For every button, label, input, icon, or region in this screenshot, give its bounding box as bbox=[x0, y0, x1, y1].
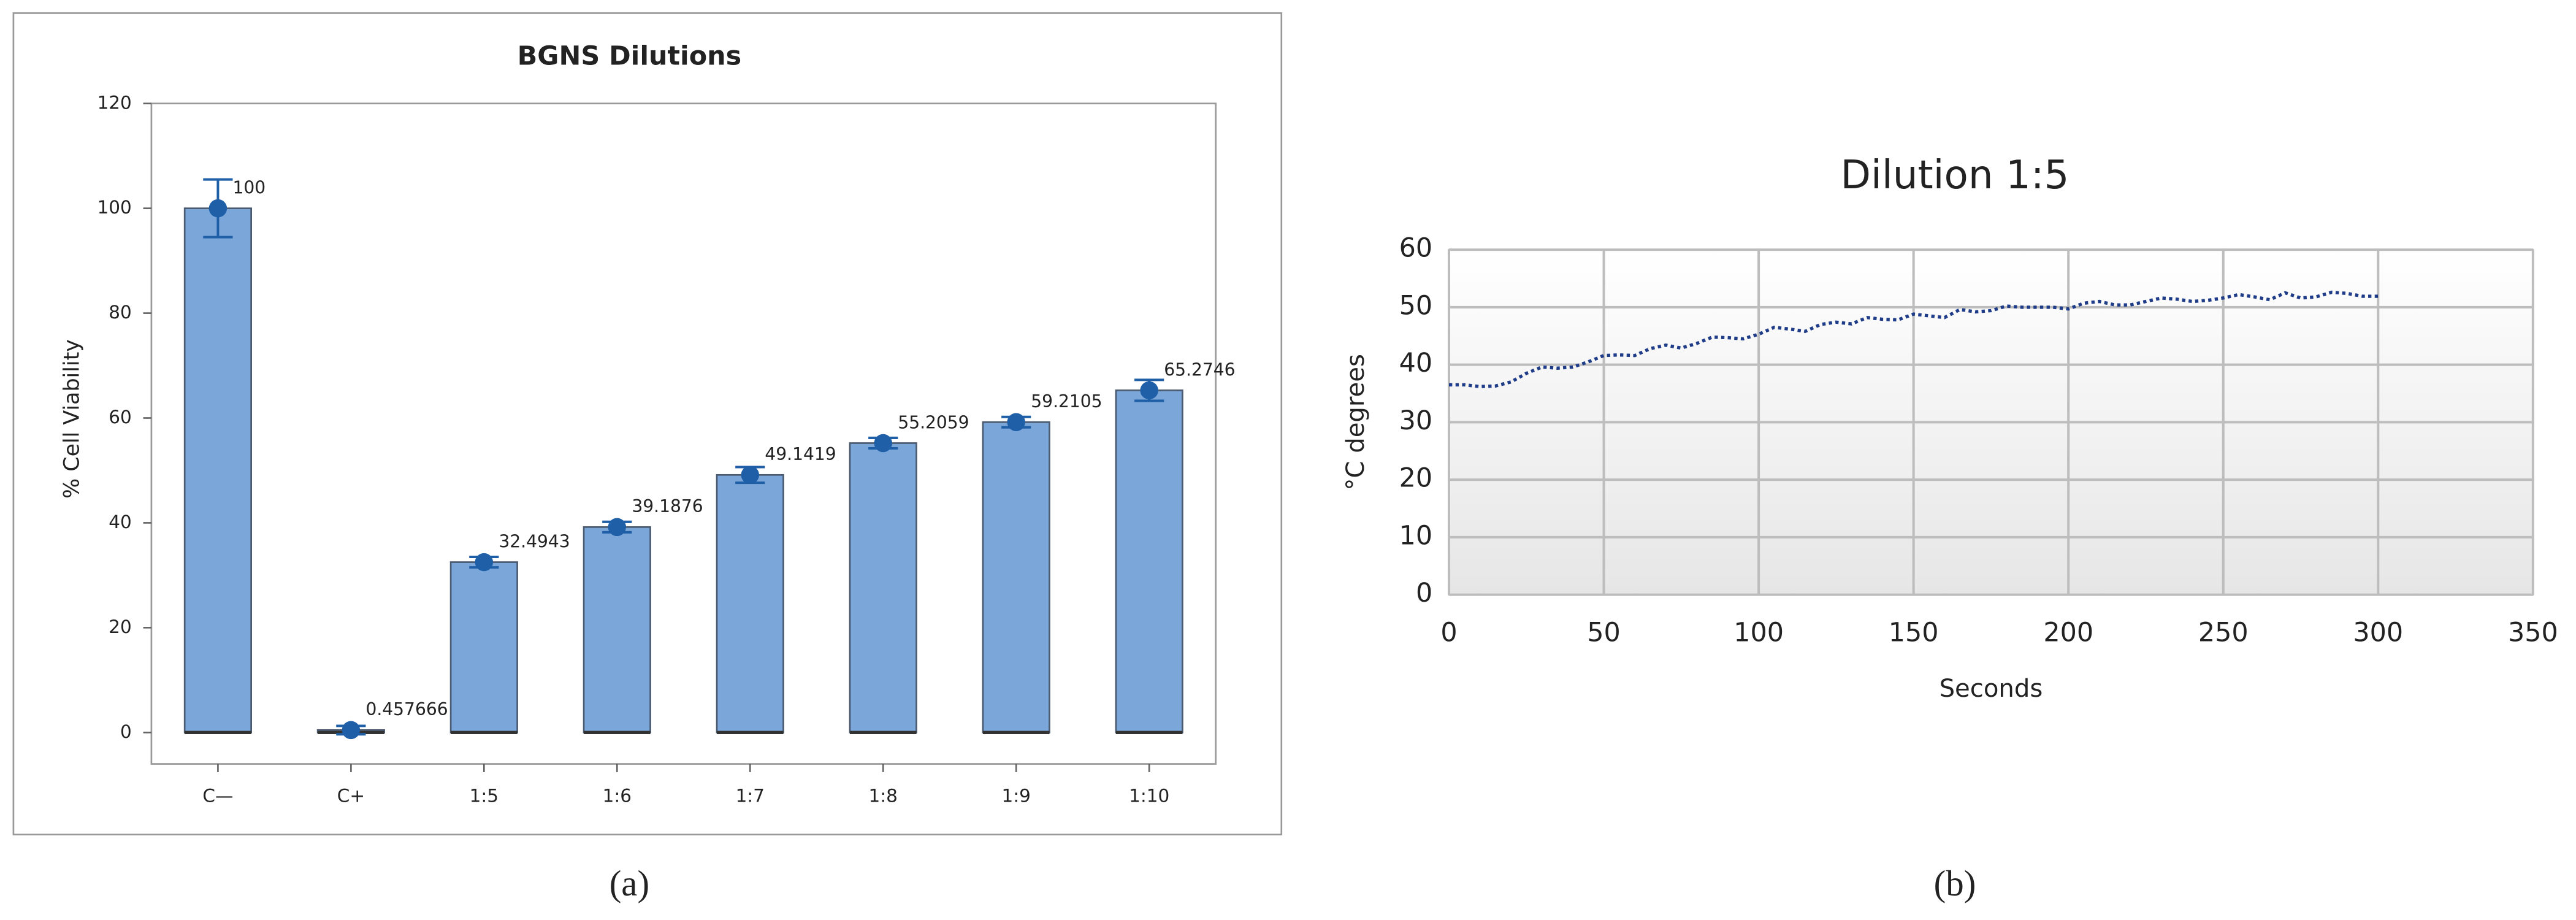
mean-marker bbox=[874, 434, 892, 453]
bar bbox=[449, 561, 518, 734]
y-tick-label: 0 bbox=[120, 721, 132, 742]
bar bbox=[716, 473, 784, 734]
y-tick-label: 50 bbox=[1399, 290, 1433, 321]
bar bbox=[849, 442, 917, 734]
y-axis-label: °C degrees bbox=[1342, 354, 1370, 491]
mean-marker bbox=[608, 518, 627, 537]
x-tick-label: 50 bbox=[1587, 617, 1621, 648]
x-tick-label: 250 bbox=[2198, 617, 2249, 648]
bar bbox=[1115, 389, 1183, 734]
x-tick-label: 1:7 bbox=[736, 786, 765, 807]
y-tick-label: 60 bbox=[1399, 233, 1433, 264]
chart-title: Dilution 1:5 bbox=[1841, 152, 2070, 198]
y-axis-label: % Cell Viability bbox=[59, 339, 84, 499]
mean-marker bbox=[741, 466, 759, 485]
bar bbox=[583, 526, 651, 734]
value-label: 39.1876 bbox=[632, 496, 703, 516]
value-label: 65.2746 bbox=[1164, 359, 1235, 380]
value-label: 100 bbox=[233, 178, 266, 198]
value-label: 55.2059 bbox=[898, 412, 969, 432]
mean-marker bbox=[1007, 413, 1025, 431]
value-label: 59.2105 bbox=[1031, 391, 1102, 412]
y-tick-label: 40 bbox=[1399, 348, 1433, 378]
y-tick-label: 30 bbox=[1399, 405, 1433, 436]
x-tick-label: 0 bbox=[1440, 617, 1457, 648]
y-tick-label: 60 bbox=[109, 407, 131, 427]
y-tick-label: 10 bbox=[1399, 520, 1433, 551]
mean-marker bbox=[475, 553, 494, 572]
plot-frame bbox=[150, 102, 1217, 765]
bar bbox=[183, 207, 252, 734]
caption: (a) bbox=[610, 863, 649, 903]
x-tick-label: 350 bbox=[2508, 617, 2558, 648]
data-line bbox=[1449, 290, 2379, 388]
y-tick-label: 20 bbox=[109, 616, 131, 637]
x-tick-label: 100 bbox=[1733, 617, 1784, 648]
mean-marker bbox=[208, 199, 227, 218]
x-tick-label: 150 bbox=[1889, 617, 1939, 648]
x-tick-label: 1:6 bbox=[603, 786, 632, 807]
x-tick-label: 200 bbox=[2043, 617, 2093, 648]
y-tick-label: 40 bbox=[109, 512, 131, 532]
x-tick-label: 1:9 bbox=[1001, 786, 1030, 807]
chart-title: BGNS Dilutions bbox=[518, 40, 742, 71]
mean-marker bbox=[1140, 381, 1158, 400]
y-tick-label: 120 bbox=[97, 92, 132, 113]
y-tick-label: 80 bbox=[109, 302, 131, 323]
caption: (b) bbox=[1934, 863, 1976, 903]
bar bbox=[982, 421, 1050, 734]
value-label: 32.4943 bbox=[499, 531, 570, 551]
value-label: 0.457666 bbox=[365, 699, 448, 719]
x-tick-label: C— bbox=[202, 786, 233, 807]
y-tick-label: 0 bbox=[1416, 578, 1432, 608]
y-tick-label: 100 bbox=[97, 197, 132, 218]
x-tick-label: 1:5 bbox=[470, 786, 499, 807]
x-tick-label: 1:10 bbox=[1129, 786, 1169, 807]
value-label: 49.1419 bbox=[765, 444, 836, 464]
mean-marker bbox=[342, 721, 361, 740]
x-tick-label: 300 bbox=[2353, 617, 2403, 648]
x-tick-label: 1:8 bbox=[869, 786, 898, 807]
y-tick-label: 20 bbox=[1399, 463, 1433, 494]
x-tick-label: C+ bbox=[337, 786, 365, 807]
x-axis-label: Seconds bbox=[1940, 675, 2043, 703]
